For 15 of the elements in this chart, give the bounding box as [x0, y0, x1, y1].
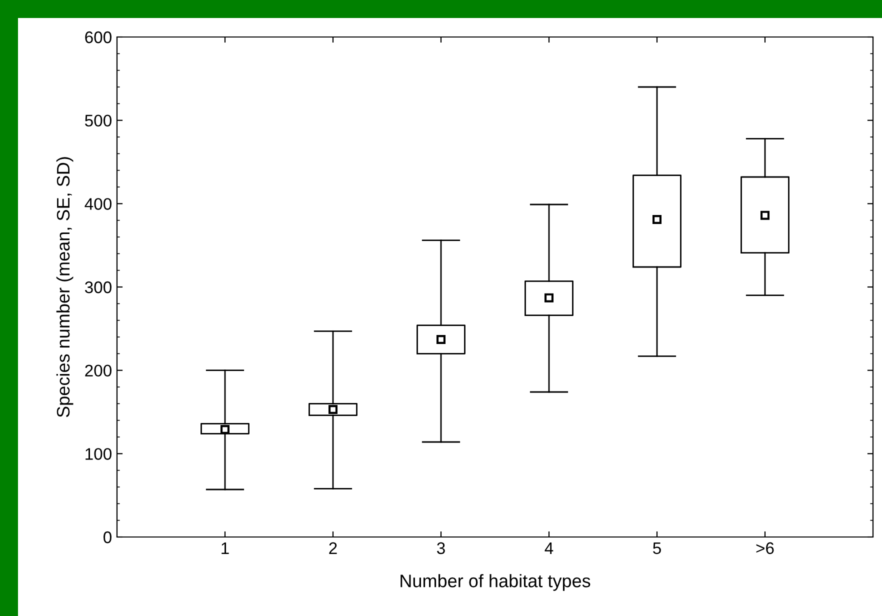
y-tick-label: 400	[84, 198, 112, 210]
y-tick-label: 600	[85, 31, 112, 44]
y-axis-title: Species number (mean, SE, SD)	[56, 157, 74, 418]
y-tick-label: 500	[85, 114, 112, 127]
y-tick-label: 0	[104, 531, 112, 544]
x-tick-label: 3	[437, 542, 445, 554]
y-tick-label: 300	[84, 281, 112, 294]
x-tick-label: >6	[756, 542, 774, 554]
x-tick-label: 2	[329, 542, 337, 554]
x-tick-label: 1	[222, 542, 229, 554]
y-tick-label: 100	[86, 448, 112, 460]
y-tick-label: 200	[85, 364, 112, 377]
x-axis-title: Number of habitat types	[400, 574, 590, 591]
x-tick-label: 4	[544, 542, 554, 554]
x-tick-label: 5	[653, 542, 661, 554]
